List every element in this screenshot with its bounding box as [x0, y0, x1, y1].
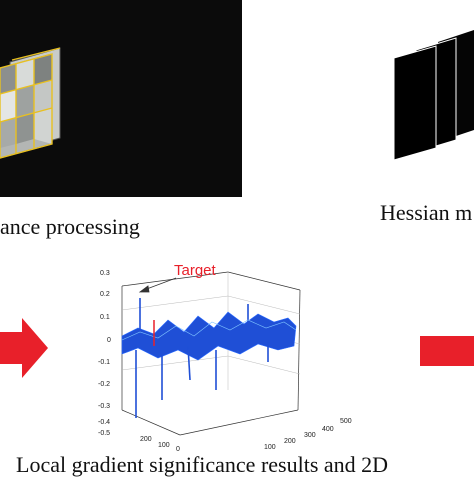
x-tick: 200	[140, 436, 152, 443]
left-red-arrow	[0, 318, 48, 378]
caption-bottom: Local gradient significance results and …	[16, 452, 389, 477]
x-tick: 100	[158, 442, 170, 449]
target-label: Target	[174, 262, 216, 279]
z-tick: -0.2	[98, 381, 111, 388]
y-tick: 400	[322, 426, 334, 433]
z-tick: -0.4	[98, 419, 111, 426]
surface-spikes	[135, 298, 269, 418]
caption-left: ance processing	[0, 214, 140, 239]
gradient-surface-plot	[121, 271, 301, 436]
caption-right: Hessian m	[380, 200, 473, 225]
y-tick: 100	[264, 444, 276, 451]
z-tick: -0.1	[98, 359, 111, 366]
z-tick: 0.1	[100, 314, 110, 321]
y-tick: 300	[304, 432, 316, 439]
hessian-frames-stack	[393, 30, 474, 160]
z-tick: -0.5	[98, 430, 111, 437]
frame-texture	[0, 54, 52, 148]
z-tick: 0.3	[100, 270, 110, 277]
z-tick: 0	[107, 337, 111, 344]
y-tick: 500	[340, 418, 352, 425]
yellow-grid	[0, 47, 61, 159]
target-pointer	[138, 277, 177, 293]
y-tick: 200	[284, 438, 296, 445]
hessian-frame-front	[393, 45, 437, 160]
surface-highlight	[121, 319, 297, 341]
z-tick: 0.2	[100, 291, 110, 298]
z-tick: -0.3	[98, 403, 111, 410]
right-red-arrow	[420, 336, 474, 366]
image-frames-stack	[0, 47, 61, 159]
surface-mesh	[121, 311, 297, 361]
x-tick: 0	[176, 446, 180, 453]
